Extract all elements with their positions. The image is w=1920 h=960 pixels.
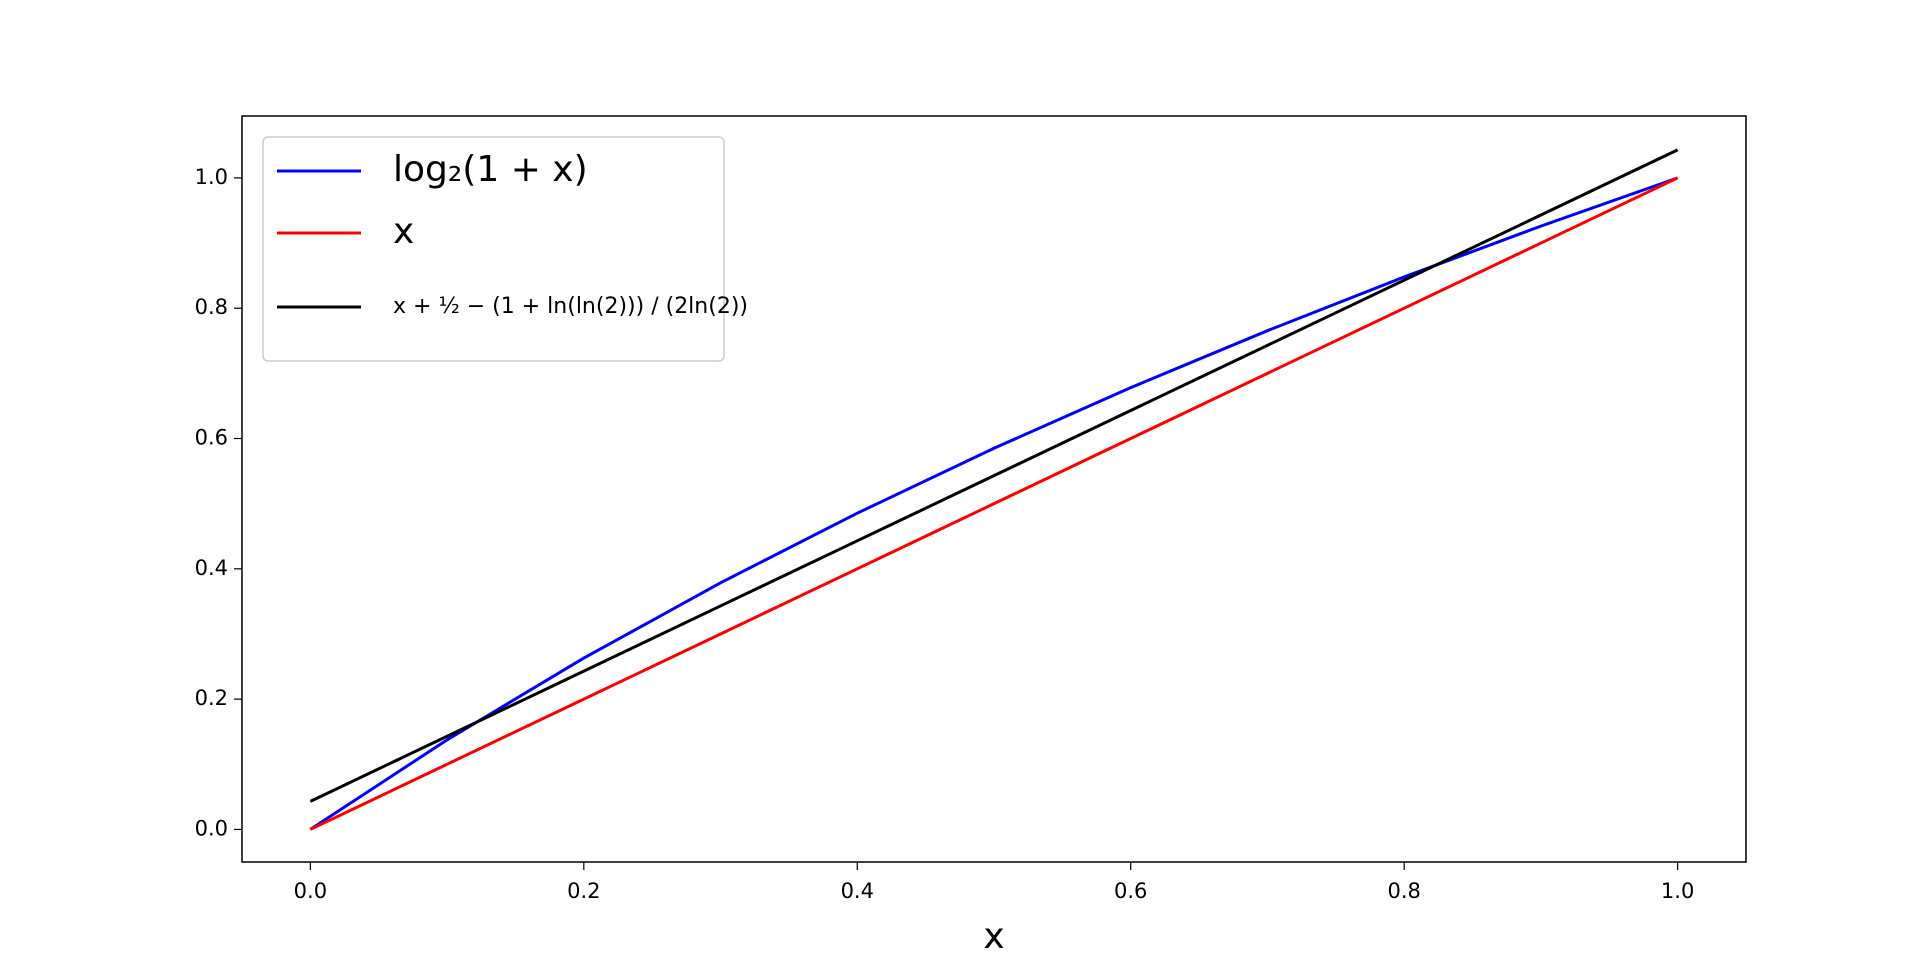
x-axis-label: x: [983, 916, 1004, 957]
plot-frame: [241, 115, 1747, 863]
legend-label: x + ½ − (1 + ln(ln(2))) / (2ln(2)): [393, 294, 748, 319]
x-tick-label: 0.2: [567, 879, 600, 903]
y-tick-label: 0.2: [195, 686, 228, 710]
y-tick-label: 0.4: [195, 556, 228, 580]
x-tick-label: 0.4: [841, 879, 874, 903]
legend-label: log₂(1 + x): [393, 149, 588, 190]
x-tick-label: 1.0: [1661, 879, 1694, 903]
x-tick-label: 0.6: [1114, 879, 1147, 903]
y-tick-label: 0.6: [195, 426, 228, 450]
x-tick-label: 0.8: [1387, 879, 1420, 903]
line-series: [309, 148, 1679, 803]
y-tick-label: 0.8: [195, 295, 228, 319]
legend-box: [262, 136, 725, 362]
legend-label: x: [393, 211, 414, 252]
y-tick-label: 1.0: [195, 165, 228, 189]
x-tick-label: 0.0: [294, 879, 327, 903]
y-tick-label: 0.0: [195, 816, 228, 840]
line-series: [309, 176, 1679, 831]
